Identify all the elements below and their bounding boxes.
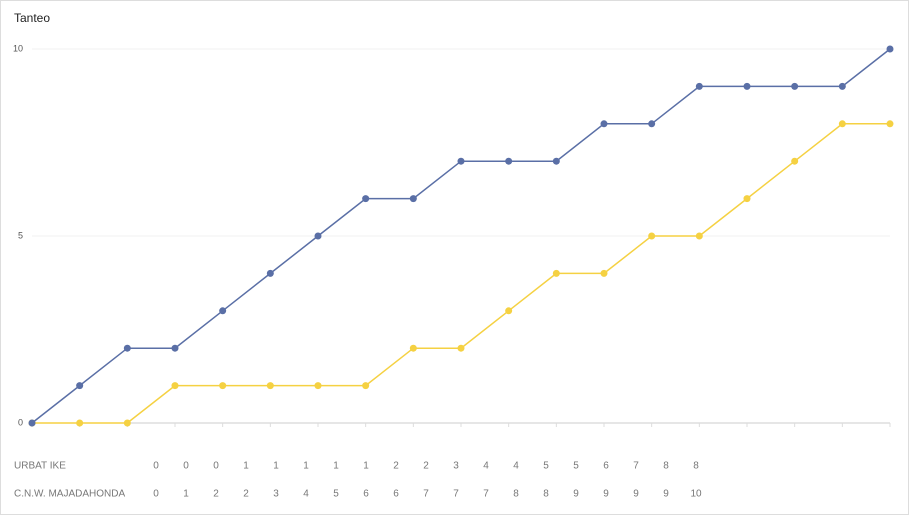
- point: [838, 82, 846, 90]
- point: [219, 382, 227, 390]
- point: [219, 307, 227, 315]
- point: [409, 195, 417, 203]
- chart-title: Tanteo: [14, 11, 50, 25]
- table-cell: 1: [303, 461, 309, 472]
- table-cell: 2: [423, 461, 429, 472]
- point: [791, 157, 799, 165]
- table-cell: 10: [690, 489, 702, 500]
- point: [457, 344, 465, 352]
- y-tick-label: 10: [13, 43, 23, 53]
- table-cell: 7: [633, 461, 639, 472]
- table-cell: 9: [663, 489, 669, 500]
- point: [552, 157, 560, 165]
- table-cell: 5: [573, 461, 579, 472]
- table-cell: 6: [393, 489, 399, 500]
- table-cell: 8: [663, 461, 669, 472]
- table-cell: 3: [273, 489, 279, 500]
- table-cell: 9: [603, 489, 609, 500]
- table-cell: 9: [633, 489, 639, 500]
- point: [76, 419, 84, 427]
- table-cell: 2: [393, 461, 399, 472]
- point: [314, 382, 322, 390]
- point: [791, 82, 799, 90]
- point: [838, 120, 846, 128]
- point: [457, 157, 465, 165]
- table-cell: 3: [453, 461, 459, 472]
- point: [743, 82, 751, 90]
- table-cell: 7: [423, 489, 429, 500]
- point: [362, 195, 370, 203]
- table-cell: 2: [213, 489, 219, 500]
- point: [171, 382, 179, 390]
- table-cell: 5: [333, 489, 339, 500]
- table-cell: 6: [603, 461, 609, 472]
- point: [123, 419, 131, 427]
- point: [600, 269, 608, 277]
- point: [552, 269, 560, 277]
- point: [695, 82, 703, 90]
- point: [362, 382, 370, 390]
- point: [648, 120, 656, 128]
- point: [266, 269, 274, 277]
- table-cell: 0: [153, 461, 159, 472]
- table-cell: 4: [513, 461, 519, 472]
- table-cell: 1: [243, 461, 249, 472]
- table-cell: 5: [543, 461, 549, 472]
- point: [314, 232, 322, 240]
- legend-label: URBAT IKE: [14, 461, 66, 472]
- point: [28, 419, 36, 427]
- point: [76, 382, 84, 390]
- point: [743, 195, 751, 203]
- point: [123, 344, 131, 352]
- point: [695, 232, 703, 240]
- point: [648, 232, 656, 240]
- y-tick-label: 5: [18, 230, 23, 240]
- table-cell: 8: [513, 489, 519, 500]
- y-tick-label: 0: [18, 417, 23, 427]
- point: [886, 120, 894, 128]
- table-cell: 8: [693, 461, 699, 472]
- table-cell: 1: [333, 461, 339, 472]
- table-cell: 0: [213, 461, 219, 472]
- point: [505, 307, 513, 315]
- point: [171, 344, 179, 352]
- legend-label: C.N.W. MAJADAHONDA: [14, 489, 125, 500]
- point: [600, 120, 608, 128]
- table-cell: 8: [543, 489, 549, 500]
- table-cell: 1: [183, 489, 189, 500]
- point: [266, 382, 274, 390]
- table-cell: 7: [453, 489, 459, 500]
- table-cell: 4: [483, 461, 489, 472]
- table-cell: 9: [573, 489, 579, 500]
- table-cell: 4: [303, 489, 309, 500]
- table-cell: 0: [153, 489, 159, 500]
- point: [409, 344, 417, 352]
- table-cell: 1: [363, 461, 369, 472]
- table-cell: 1: [273, 461, 279, 472]
- point: [505, 157, 513, 165]
- table-cell: 0: [183, 461, 189, 472]
- point: [886, 45, 894, 53]
- table-cell: 6: [363, 489, 369, 500]
- table-cell: 2: [243, 489, 249, 500]
- table-cell: 7: [483, 489, 489, 500]
